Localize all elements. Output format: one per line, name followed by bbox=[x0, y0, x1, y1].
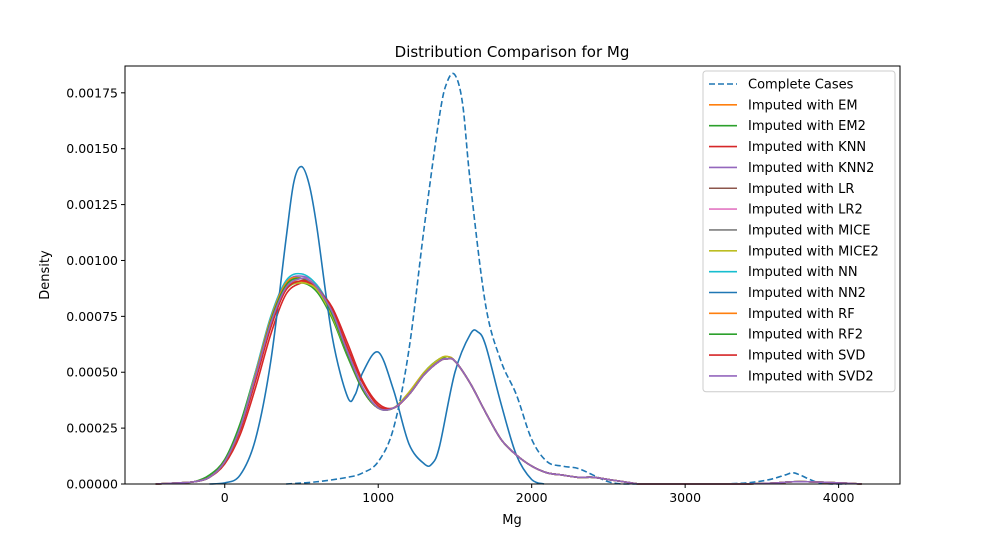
legend: Complete Cases Imputed with EM Imputed wit… bbox=[702, 70, 896, 393]
legend-label: Imputed with MICE2 bbox=[748, 244, 879, 259]
series-line-1 bbox=[286, 72, 847, 485]
y-tick-label: 0.00025 bbox=[66, 421, 118, 436]
legend-label: Imputed with LR bbox=[748, 182, 854, 197]
legend-label: Imputed with LR2 bbox=[748, 203, 863, 218]
x-tick-label: 4000 bbox=[823, 490, 855, 505]
y-axis: 0.00000 0.00025 0.00050 0.00075 0.00100 0.001… bbox=[66, 85, 125, 492]
series-line-11 bbox=[209, 165, 545, 485]
y-tick-label: 0.00000 bbox=[66, 477, 118, 492]
legend-box bbox=[702, 70, 896, 393]
x-axis: 0 1000 2000 3000 4000 bbox=[221, 484, 855, 505]
legend-label: Imputed with SVD bbox=[748, 349, 865, 364]
y-axis-label: Density bbox=[38, 250, 53, 300]
x-tick-label: 0 bbox=[221, 490, 229, 505]
chart-title: Distribution Comparison for Mg bbox=[395, 43, 630, 61]
y-tick-label: 0.00075 bbox=[66, 309, 118, 324]
legend-label: Imputed with KNN bbox=[748, 140, 866, 155]
legend-label: Imputed with NN bbox=[748, 265, 858, 280]
legend-label: Complete Cases bbox=[748, 78, 854, 93]
x-tick-label: 2000 bbox=[516, 490, 548, 505]
y-tick-label: 0.00050 bbox=[66, 365, 118, 380]
x-tick-label: 3000 bbox=[669, 490, 701, 505]
legend-label: Imputed with SVD2 bbox=[748, 369, 874, 384]
legend-label: Imputed with KNN2 bbox=[748, 161, 874, 176]
plot-frame bbox=[124, 65, 901, 485]
y-tick-label: 0.00175 bbox=[66, 85, 118, 100]
y-tick-label: 0.00125 bbox=[66, 197, 118, 212]
x-axis-label: Mg bbox=[502, 513, 521, 528]
legend-label: Imputed with MICE bbox=[748, 223, 871, 238]
legend-label: Imputed with NN2 bbox=[748, 286, 866, 301]
x-tick-label: 1000 bbox=[362, 490, 394, 505]
y-tick-label: 0.00100 bbox=[66, 253, 118, 268]
legend-label: Imputed with RF bbox=[748, 307, 855, 322]
legend-label: Imputed with EM2 bbox=[748, 119, 866, 134]
legend-label: Imputed with RF2 bbox=[748, 328, 863, 343]
legend-label: Imputed with EM bbox=[748, 98, 858, 113]
y-tick-label: 0.00150 bbox=[66, 141, 118, 156]
